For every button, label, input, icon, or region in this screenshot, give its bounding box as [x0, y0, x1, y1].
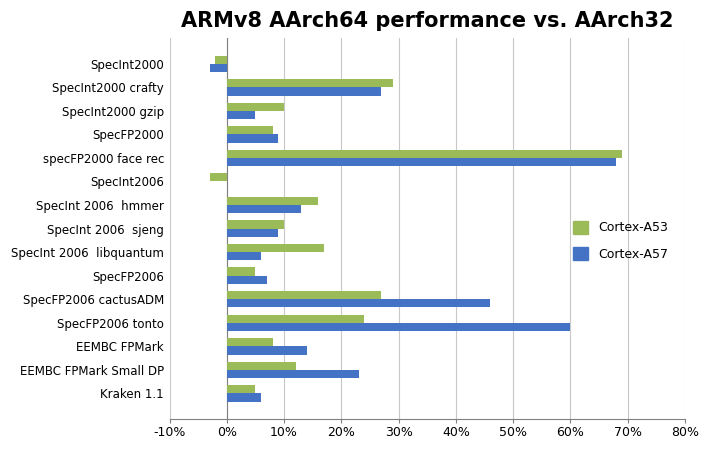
Bar	[226, 393, 261, 402]
Bar	[226, 299, 490, 307]
Bar	[226, 385, 256, 393]
Bar	[226, 103, 284, 111]
Bar	[226, 362, 295, 370]
Bar	[209, 173, 226, 181]
Bar	[226, 252, 261, 261]
Bar	[215, 55, 226, 64]
Bar	[226, 267, 256, 276]
Bar	[226, 158, 616, 166]
Bar	[226, 291, 381, 299]
Bar	[209, 64, 226, 72]
Bar	[226, 79, 393, 87]
Title: ARMv8 AArch64 performance vs. AArch32: ARMv8 AArch64 performance vs. AArch32	[181, 11, 674, 31]
Bar	[226, 197, 318, 205]
Bar	[226, 338, 273, 346]
Bar	[226, 87, 381, 95]
Bar	[226, 346, 307, 355]
Bar	[226, 111, 256, 119]
Bar	[226, 150, 622, 158]
Legend: Cortex-A53, Cortex-A57: Cortex-A53, Cortex-A57	[569, 216, 674, 266]
Bar	[226, 229, 278, 237]
Bar	[226, 244, 324, 252]
Bar	[226, 315, 364, 323]
Bar	[226, 323, 570, 331]
Bar	[226, 370, 359, 378]
Bar	[226, 205, 301, 213]
Bar	[226, 276, 267, 284]
Bar	[226, 135, 278, 143]
Bar	[226, 126, 273, 135]
Bar	[226, 220, 284, 229]
